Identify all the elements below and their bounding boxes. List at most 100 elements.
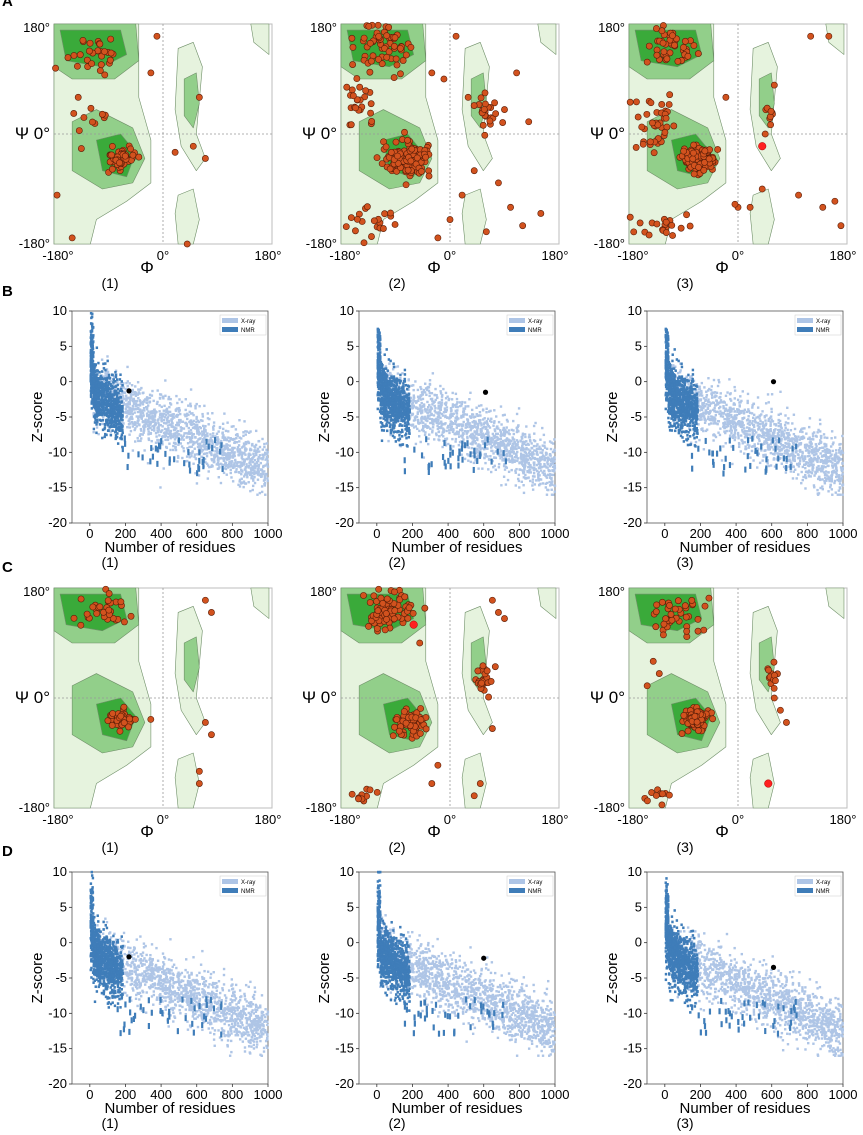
xray-point (153, 423, 157, 426)
residue-point (653, 25, 660, 32)
xray-point (506, 478, 510, 482)
xray-point (184, 398, 187, 401)
xray-point (198, 426, 201, 429)
residue-point (477, 94, 485, 102)
residue-point (353, 75, 361, 82)
nmr-point (115, 422, 118, 426)
y-tick-label: -180° (19, 236, 50, 251)
nmr-point (105, 418, 108, 422)
xray-point (489, 470, 493, 474)
xray-point (242, 463, 245, 466)
nmr-point (96, 403, 100, 407)
xray-point (456, 424, 460, 427)
xray-point (204, 428, 207, 432)
nmr-point (90, 371, 94, 375)
residue-point (366, 39, 374, 47)
xray-point (168, 431, 171, 434)
nmr-point (106, 429, 110, 432)
nmr-point (105, 390, 108, 393)
nmr-point (141, 454, 144, 461)
xray-point (115, 387, 118, 391)
nmr-point (108, 376, 112, 380)
residue-point (422, 153, 430, 161)
residue-point (680, 43, 687, 51)
xray-point (265, 457, 269, 461)
xray-point (543, 446, 547, 449)
nmr-point (118, 389, 122, 393)
xray-point (244, 430, 247, 433)
xray-point (521, 471, 525, 474)
xray-point (445, 429, 448, 433)
nmr-point (96, 392, 99, 395)
xray-point (552, 460, 555, 464)
xray-point (258, 491, 262, 495)
xray-point (151, 414, 154, 418)
xray-point (137, 410, 141, 413)
xray-point (122, 401, 125, 405)
xray-point (448, 397, 451, 401)
nmr-point (108, 413, 112, 417)
residue-point (153, 32, 161, 40)
residue-point (368, 118, 376, 125)
xray-point (422, 429, 425, 433)
residue-point (378, 60, 386, 68)
xray-point (416, 388, 420, 392)
xray-point (515, 452, 518, 455)
xray-point (507, 432, 510, 435)
xray-point (525, 440, 528, 443)
xray-point (462, 415, 465, 418)
nmr-point (107, 423, 110, 427)
nmr-point (104, 368, 107, 372)
residue-point (425, 172, 433, 180)
residue-point (665, 101, 673, 108)
residue-point (391, 34, 399, 42)
xray-point (256, 471, 259, 474)
xray-point (473, 421, 477, 424)
xray-point (483, 439, 486, 443)
xray-point (169, 403, 173, 406)
residue-point (470, 102, 478, 109)
xray-point (126, 365, 129, 369)
xray-point (249, 463, 252, 466)
xray-point (140, 386, 143, 390)
residue-point (107, 49, 115, 57)
nmr-point (95, 406, 98, 410)
xray-point (178, 398, 181, 401)
xray-point (254, 429, 258, 433)
residue-point (714, 146, 722, 153)
nmr-point (100, 412, 103, 415)
xray-point (135, 399, 139, 403)
nmr-point (104, 423, 107, 427)
xray-point (487, 468, 490, 471)
ramachandran-plot: 180°Ψ 0°-180°-180° 0° 180°Φ (590, 20, 857, 277)
nmr-point (111, 420, 115, 424)
xray-point (249, 471, 253, 475)
nmr-point (94, 418, 97, 422)
xray-point (481, 447, 484, 450)
xray-point (451, 437, 454, 441)
xray-point (537, 462, 541, 466)
xray-point (150, 439, 153, 443)
nmr-point (118, 378, 122, 381)
xray-point (520, 460, 524, 464)
xray-point (197, 474, 201, 477)
xray-point (123, 391, 126, 394)
xray-point (508, 454, 511, 458)
xray-point (233, 438, 236, 441)
xray-point (156, 400, 159, 404)
residue-point (499, 119, 507, 126)
residue-point (363, 203, 371, 211)
xray-point (245, 465, 249, 468)
xray-point (158, 434, 161, 437)
nmr-point (92, 374, 96, 377)
xray-point (430, 391, 434, 395)
xray-point (213, 445, 216, 449)
nmr-point (114, 405, 117, 409)
xray-point (152, 399, 155, 403)
xray-point (146, 427, 150, 431)
xray-point (456, 405, 459, 409)
xray-point (240, 446, 244, 449)
xray-point (233, 451, 236, 454)
xray-point (197, 433, 201, 436)
xray-point (196, 453, 199, 456)
